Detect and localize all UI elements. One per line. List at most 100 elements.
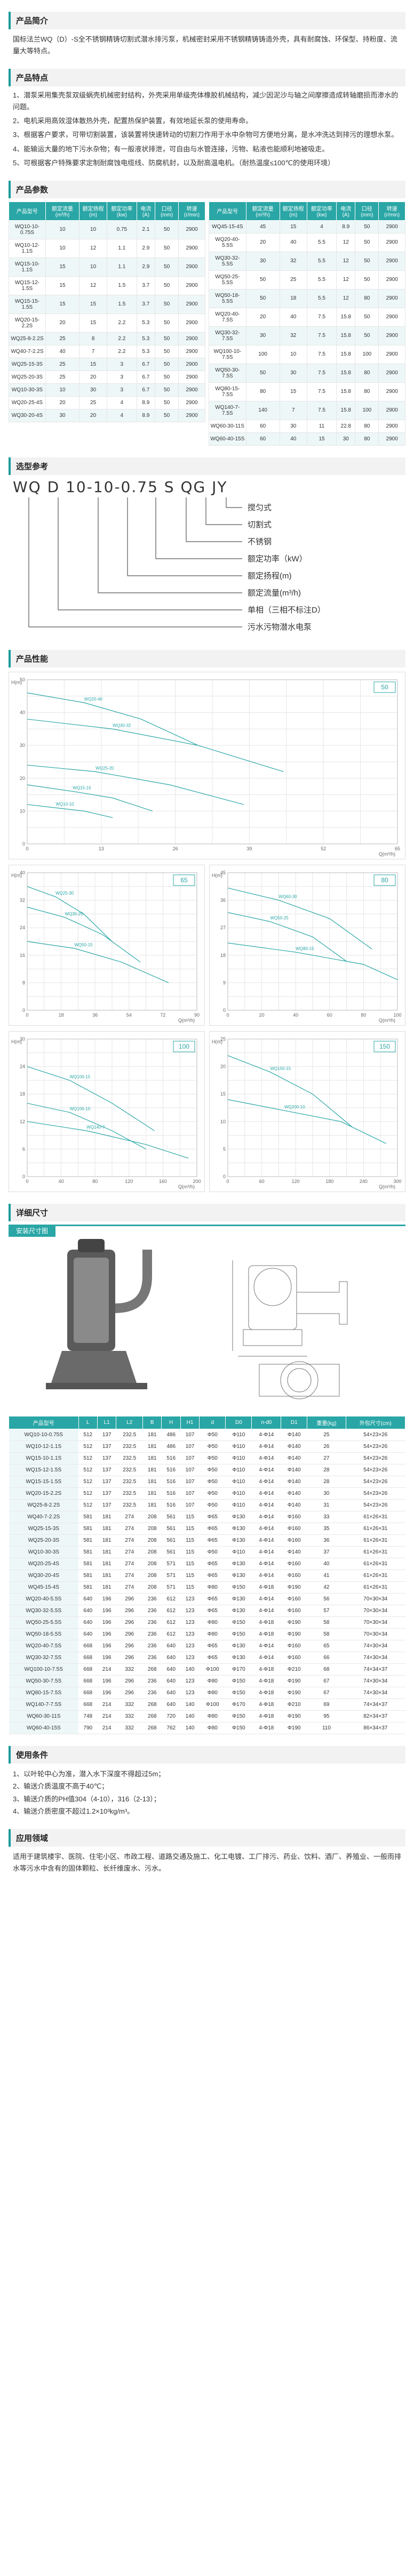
table-cell: 6.7 [136, 357, 156, 371]
table-cell: 57 [307, 1605, 346, 1617]
intro-heading: 产品简介 [9, 12, 405, 29]
table-cell: 236 [142, 1652, 162, 1664]
table-cell: 2900 [378, 270, 405, 289]
chart-title: 100 [179, 1043, 189, 1050]
table-cell: WQ25-8-2.2S [9, 332, 46, 345]
y-tick-label: 20 [20, 776, 25, 781]
table-cell: 54×23×26 [346, 1487, 405, 1500]
params-row: WQ80-15-7.5S 80 15 7.5 15.8 80 2900 [209, 382, 405, 401]
table-cell: 7 [79, 344, 107, 358]
condition-item: 2、输送介质温度不高于40℃； [13, 1782, 109, 1791]
table-cell: WQ20-15-2.2S [9, 313, 46, 333]
params-row: WQ25-20-3S 25 20 3 6.7 50 2900 [9, 370, 205, 384]
table-cell: 70×30×34 [346, 1628, 405, 1640]
series-line [27, 906, 141, 962]
table-cell: 15.8 [336, 382, 356, 401]
table-cell: 50 [155, 257, 179, 277]
x-tick-label: 52 [321, 846, 326, 851]
table-cell: 15.8 [336, 326, 356, 345]
table-cell: 268 [142, 1663, 162, 1676]
table-cell: 274 [116, 1581, 143, 1593]
y-axis-label: H(m) [212, 1039, 222, 1044]
chart-title-box [373, 1041, 396, 1052]
table-cell: 7.5 [306, 344, 337, 364]
series-line [27, 1102, 146, 1149]
table-cell: 2900 [178, 396, 205, 409]
table-cell: 18 [279, 288, 307, 308]
table-header-cell: 额定扬程(m) [79, 201, 107, 221]
table-cell: 4-Φ18 [251, 1663, 281, 1676]
table-cell: 4-Φ14 [251, 1499, 281, 1511]
table-cell: 274 [116, 1534, 143, 1547]
x-tick-label: 200 [193, 1179, 201, 1184]
table-cell: Φ110 [225, 1452, 252, 1464]
dims-row: WQ10-10-0.75S 512 137 232.5 181 486 107 Φ50 Φ110… [9, 1429, 405, 1441]
table-header-cell: L2 [116, 1415, 144, 1429]
table-cell: 67 [307, 1687, 346, 1699]
series-label: WQ80-15 [296, 946, 314, 951]
x-axis-label: Q(m³/h) [379, 851, 395, 857]
series-line [27, 885, 113, 942]
table-cell: 25 [79, 396, 107, 409]
dims-row: WQ30-32-7.5S 668 196 296 236 640 123 Φ65 Φ130 4-Φ… [9, 1652, 405, 1664]
table-cell: 561 [161, 1534, 181, 1547]
series-label: WQ140-7 [86, 1125, 105, 1130]
table-cell: 196 [97, 1628, 116, 1640]
table-cell: 123 [180, 1687, 200, 1699]
table-cell: WQ40-7-2.2S [9, 1511, 79, 1523]
table-cell: 512 [78, 1476, 98, 1488]
table-header-cell: 口径(mm) [355, 201, 379, 221]
table-cell: 2.9 [136, 238, 156, 258]
table-cell: WQ50-18-5.5S [9, 1628, 79, 1640]
params-row: WQ15-15-1.5S 15 15 1.5 3.7 50 2900 [9, 294, 205, 314]
table-cell: 110 [307, 1722, 346, 1734]
table-cell: 640 [78, 1593, 98, 1605]
table-header-cell: 转速(r/min) [378, 201, 405, 221]
table-cell: 4-Φ14 [251, 1558, 281, 1570]
table-cell: 40 [279, 432, 307, 446]
x-axis-label: Q(m³/h) [178, 1184, 195, 1189]
table-cell: 181 [142, 1464, 162, 1476]
table-cell: Φ140 [281, 1476, 307, 1488]
series-line [27, 692, 198, 746]
table-cell: 80 [355, 419, 379, 433]
plot-frame [227, 1039, 398, 1177]
table-cell: 61×26×31 [346, 1569, 405, 1582]
table-header-cell: 产品型号 [9, 1415, 79, 1429]
table-cell: 137 [97, 1487, 116, 1500]
dims-row: WQ25-20-3S 581 181 274 208 561 115 Φ65 Φ130 4-Φ14… [9, 1534, 405, 1547]
table-cell: 5.3 [136, 332, 156, 345]
series-line [27, 941, 169, 983]
table-cell: 35 [307, 1523, 346, 1535]
x-axis-label: Q(m³/h) [379, 1184, 395, 1189]
series-line [27, 804, 113, 818]
table-cell: 296 [116, 1675, 143, 1687]
dims-row: WQ10-30-3S 581 181 274 208 561 115 Φ50 Φ110 4-Φ14… [9, 1546, 405, 1558]
table-cell: 181 [142, 1452, 162, 1464]
table-cell: 516 [161, 1464, 181, 1476]
x-tick-label: 40 [59, 1179, 64, 1184]
table-cell: 50 [155, 294, 179, 314]
conditions-heading: 使用条件 [9, 1745, 405, 1764]
table-cell: 232.5 [116, 1487, 143, 1500]
table-cell: 137 [97, 1499, 116, 1511]
table-cell: WQ20-15-2.2S [9, 1487, 79, 1500]
table-cell: 33 [307, 1511, 346, 1523]
table-cell: 268 [142, 1710, 162, 1722]
series-label: WQ25-20 [95, 766, 114, 770]
table-cell: 612 [161, 1616, 181, 1629]
table-cell: 4-Φ14 [251, 1546, 281, 1558]
series-line [227, 887, 372, 949]
table-cell: 640 [161, 1687, 181, 1699]
series-label: WQ60-30 [278, 894, 297, 899]
dims-row: WQ60-40-15S 790 214 332 268 762 140 Φ80 Φ150 4-Φ1… [9, 1722, 405, 1734]
table-cell: 640 [161, 1640, 181, 1652]
table-cell: Φ160 [281, 1534, 307, 1547]
x-tick-label: 18 [59, 1012, 64, 1018]
params-row: WQ60-30-11S 60 30 11 22.8 80 2900 [209, 419, 405, 433]
table-cell: 4-Φ14 [251, 1452, 281, 1464]
table-cell: 232.5 [116, 1499, 143, 1511]
series-line [27, 1066, 155, 1131]
series-label: WQ15-15 [73, 785, 91, 790]
x-axis-label: Q(m³/h) [178, 1018, 195, 1023]
